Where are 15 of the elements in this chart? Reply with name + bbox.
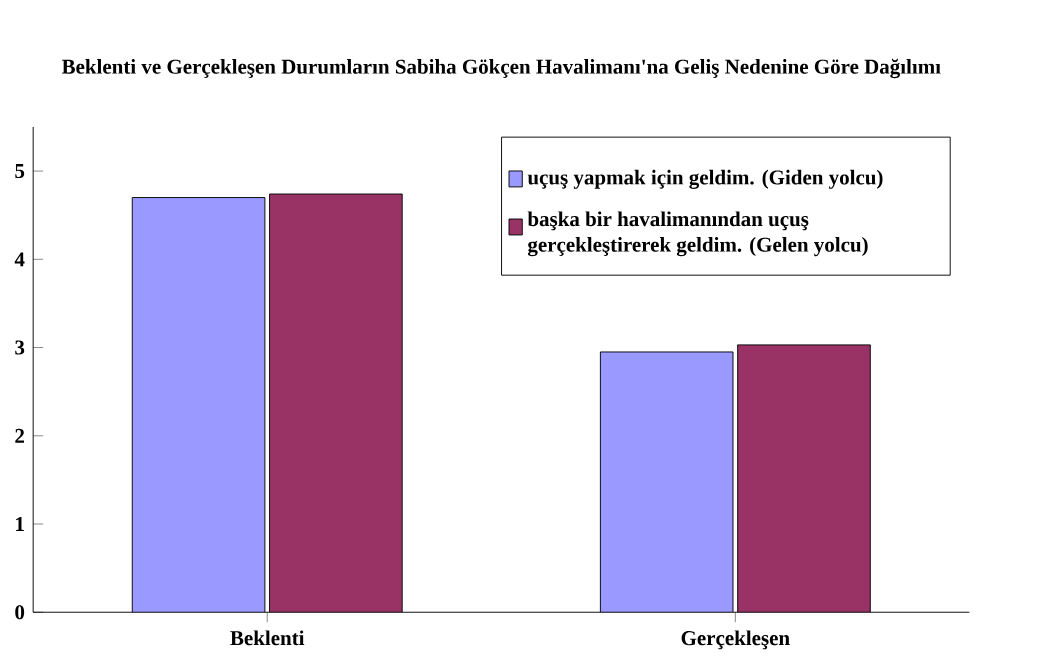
legend-label: uçuş yapmak için geldim. (Giden yolcu) xyxy=(527,169,883,189)
bar xyxy=(599,351,734,613)
chart-title: Beklenti ve Gerçekleşen Durumların Sabiha Gökçen Havalimanı'na Geliş Nedenine Göre Dağılımı xyxy=(61,58,941,79)
y-tick-label: 5 xyxy=(15,164,25,179)
y-tick-label: 1 xyxy=(16,517,24,531)
legend-label: başka bir havalimanından uçuş gerçekleştirerek geldim. (Gelen yolcu) xyxy=(527,211,868,257)
bar xyxy=(131,197,266,613)
x-tick-label: Gerçekleşen xyxy=(681,630,790,650)
y-tick-label: 0 xyxy=(15,605,25,620)
y-tick-label: 2 xyxy=(15,428,25,443)
bar xyxy=(737,344,871,613)
y-tick-label: 4 xyxy=(14,252,25,267)
y-tick-label: 3 xyxy=(15,340,25,355)
x-tick-label: Beklenti xyxy=(230,630,305,646)
bar xyxy=(269,193,403,613)
